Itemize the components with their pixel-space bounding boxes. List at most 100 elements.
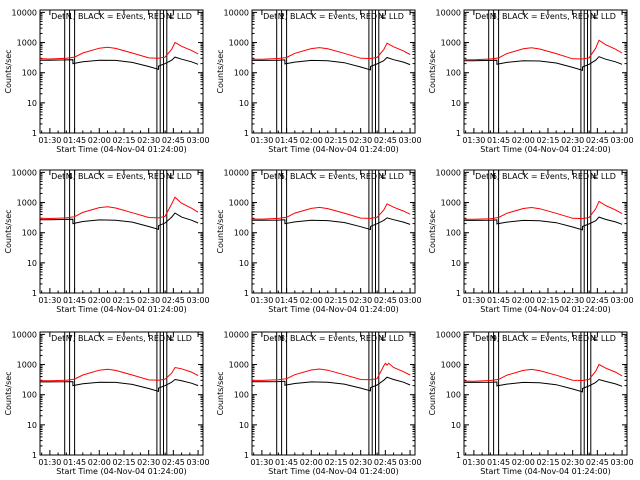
- x-tick-label: 02:30: [137, 136, 160, 145]
- y-tick-label: 100: [22, 69, 37, 78]
- chart-title: Det 8, BLACK = Events, RED = LLD: [263, 334, 404, 343]
- marker-label: N: [66, 172, 72, 181]
- marker-label: L: [169, 172, 174, 181]
- x-tick-label: 02:15: [324, 296, 347, 305]
- y-axis-label: Counts/sec: [4, 49, 13, 93]
- x-tick-label: 01:30: [462, 136, 485, 145]
- x-tick-label: 02:45: [162, 296, 185, 305]
- events-series-line: [252, 376, 411, 392]
- marker-label: N: [490, 334, 496, 343]
- chart-title: Det 1, BLACK = Events, RED = LLD: [51, 12, 192, 21]
- x-tick-label: 01:30: [250, 458, 273, 467]
- x-tick-label: 02:45: [586, 458, 609, 467]
- marker-label: N: [490, 172, 496, 181]
- chart-title: Det 9, BLACK = Events, RED = LLD: [475, 334, 616, 343]
- chart-title: Det 5, BLACK = Events, RED = LLD: [263, 172, 404, 181]
- events-series-line: [464, 56, 623, 71]
- plot-frame: [251, 331, 416, 456]
- x-tick-label: 03:00: [399, 296, 422, 305]
- y-tick-label: 10: [451, 259, 461, 268]
- y-axis-label: Counts/sec: [216, 49, 225, 93]
- marker-label: N: [590, 12, 596, 21]
- x-axis-label: Start Time (04-Nov-04 01:24:00): [480, 305, 610, 314]
- chart-title: Det 7, BLACK = Events, RED = LLD: [51, 334, 192, 343]
- marker-label: N: [66, 12, 72, 21]
- x-tick-label: 02:30: [561, 136, 584, 145]
- lld-series-line: [251, 203, 411, 220]
- x-axis-label: Start Time (04-Nov-04 01:24:00): [56, 467, 186, 476]
- x-tick-label: 01:45: [275, 296, 298, 305]
- x-tick-label: 02:00: [88, 296, 111, 305]
- events-series-line: [40, 212, 199, 230]
- y-tick-label: 100: [22, 391, 37, 400]
- x-tick-label: 01:45: [487, 136, 510, 145]
- y-tick-label: 1: [456, 451, 461, 460]
- x-tick-label: 03:00: [611, 458, 634, 467]
- y-tick-label: 100: [234, 391, 249, 400]
- x-tick-label: 02:15: [324, 458, 347, 467]
- marker-label: L: [381, 334, 386, 343]
- y-tick-label: 10: [239, 421, 249, 430]
- lld-series-line: [463, 200, 623, 220]
- y-tick-label: 1000: [17, 39, 37, 48]
- y-tick-label: 1000: [229, 361, 249, 370]
- y-tick-label: 1000: [441, 361, 461, 370]
- chart-title: Det 4, BLACK = Events, RED = LLD: [51, 172, 192, 181]
- y-tick-label: 10: [27, 259, 37, 268]
- events-series-line: [40, 378, 199, 392]
- x-tick-label: 01:30: [250, 296, 273, 305]
- y-tick-label: 1000: [441, 39, 461, 48]
- x-tick-label: 02:30: [137, 458, 160, 467]
- y-axis-label: Counts/sec: [4, 209, 13, 253]
- x-tick-label: 02:00: [300, 458, 323, 467]
- x-tick-label: 03:00: [399, 458, 422, 467]
- x-tick-label: 01:45: [63, 296, 86, 305]
- marker-label: N: [166, 12, 172, 21]
- y-tick-label: 10000: [436, 8, 461, 17]
- events-series-line: [252, 217, 411, 231]
- marker-label: N: [378, 334, 384, 343]
- lld-series-line: [40, 366, 199, 382]
- x-tick-label: 02:15: [536, 458, 559, 467]
- x-tick-label: 02:00: [88, 136, 111, 145]
- x-tick-label: 01:45: [63, 458, 86, 467]
- x-axis-label: Start Time (04-Nov-04 01:24:00): [480, 145, 610, 154]
- y-tick-label: 1: [456, 129, 461, 138]
- x-tick-label: 02:15: [536, 296, 559, 305]
- chart-title: Det 3, BLACK = Events, RED = LLD: [475, 12, 616, 21]
- x-tick-label: 01:45: [275, 136, 298, 145]
- y-axis-label: Counts/sec: [428, 49, 437, 93]
- y-tick-label: 100: [234, 69, 249, 78]
- y-tick-label: 10: [27, 421, 37, 430]
- y-tick-label: 1: [456, 289, 461, 298]
- x-tick-label: 01:30: [462, 458, 485, 467]
- x-axis-label: Start Time (04-Nov-04 01:24:00): [56, 145, 186, 154]
- marker-label: N: [278, 12, 284, 21]
- x-tick-label: 02:15: [536, 136, 559, 145]
- y-tick-label: 10: [451, 99, 461, 108]
- x-axis-label: Start Time (04-Nov-04 01:24:00): [480, 467, 610, 476]
- marker-label: L: [381, 172, 386, 181]
- y-tick-label: 100: [446, 69, 461, 78]
- x-tick-label: 02:15: [112, 296, 135, 305]
- x-tick-label: 03:00: [611, 296, 634, 305]
- x-tick-label: 03:00: [187, 296, 210, 305]
- y-tick-label: 1000: [229, 39, 249, 48]
- marker-label: L: [381, 12, 386, 21]
- y-tick-label: 1000: [441, 199, 461, 208]
- plot-frame: [39, 331, 204, 456]
- x-tick-label: 02:45: [374, 296, 397, 305]
- y-tick-label: 1000: [17, 361, 37, 370]
- x-tick-label: 02:45: [162, 136, 185, 145]
- x-tick-label: 02:30: [349, 458, 372, 467]
- plot-frame: [463, 169, 628, 294]
- y-tick-label: 100: [234, 229, 249, 238]
- x-axis-label: Start Time (04-Nov-04 01:24:00): [268, 145, 398, 154]
- x-tick-label: 03:00: [187, 136, 210, 145]
- plot-frame: [463, 9, 628, 134]
- plot-frame: [251, 9, 416, 134]
